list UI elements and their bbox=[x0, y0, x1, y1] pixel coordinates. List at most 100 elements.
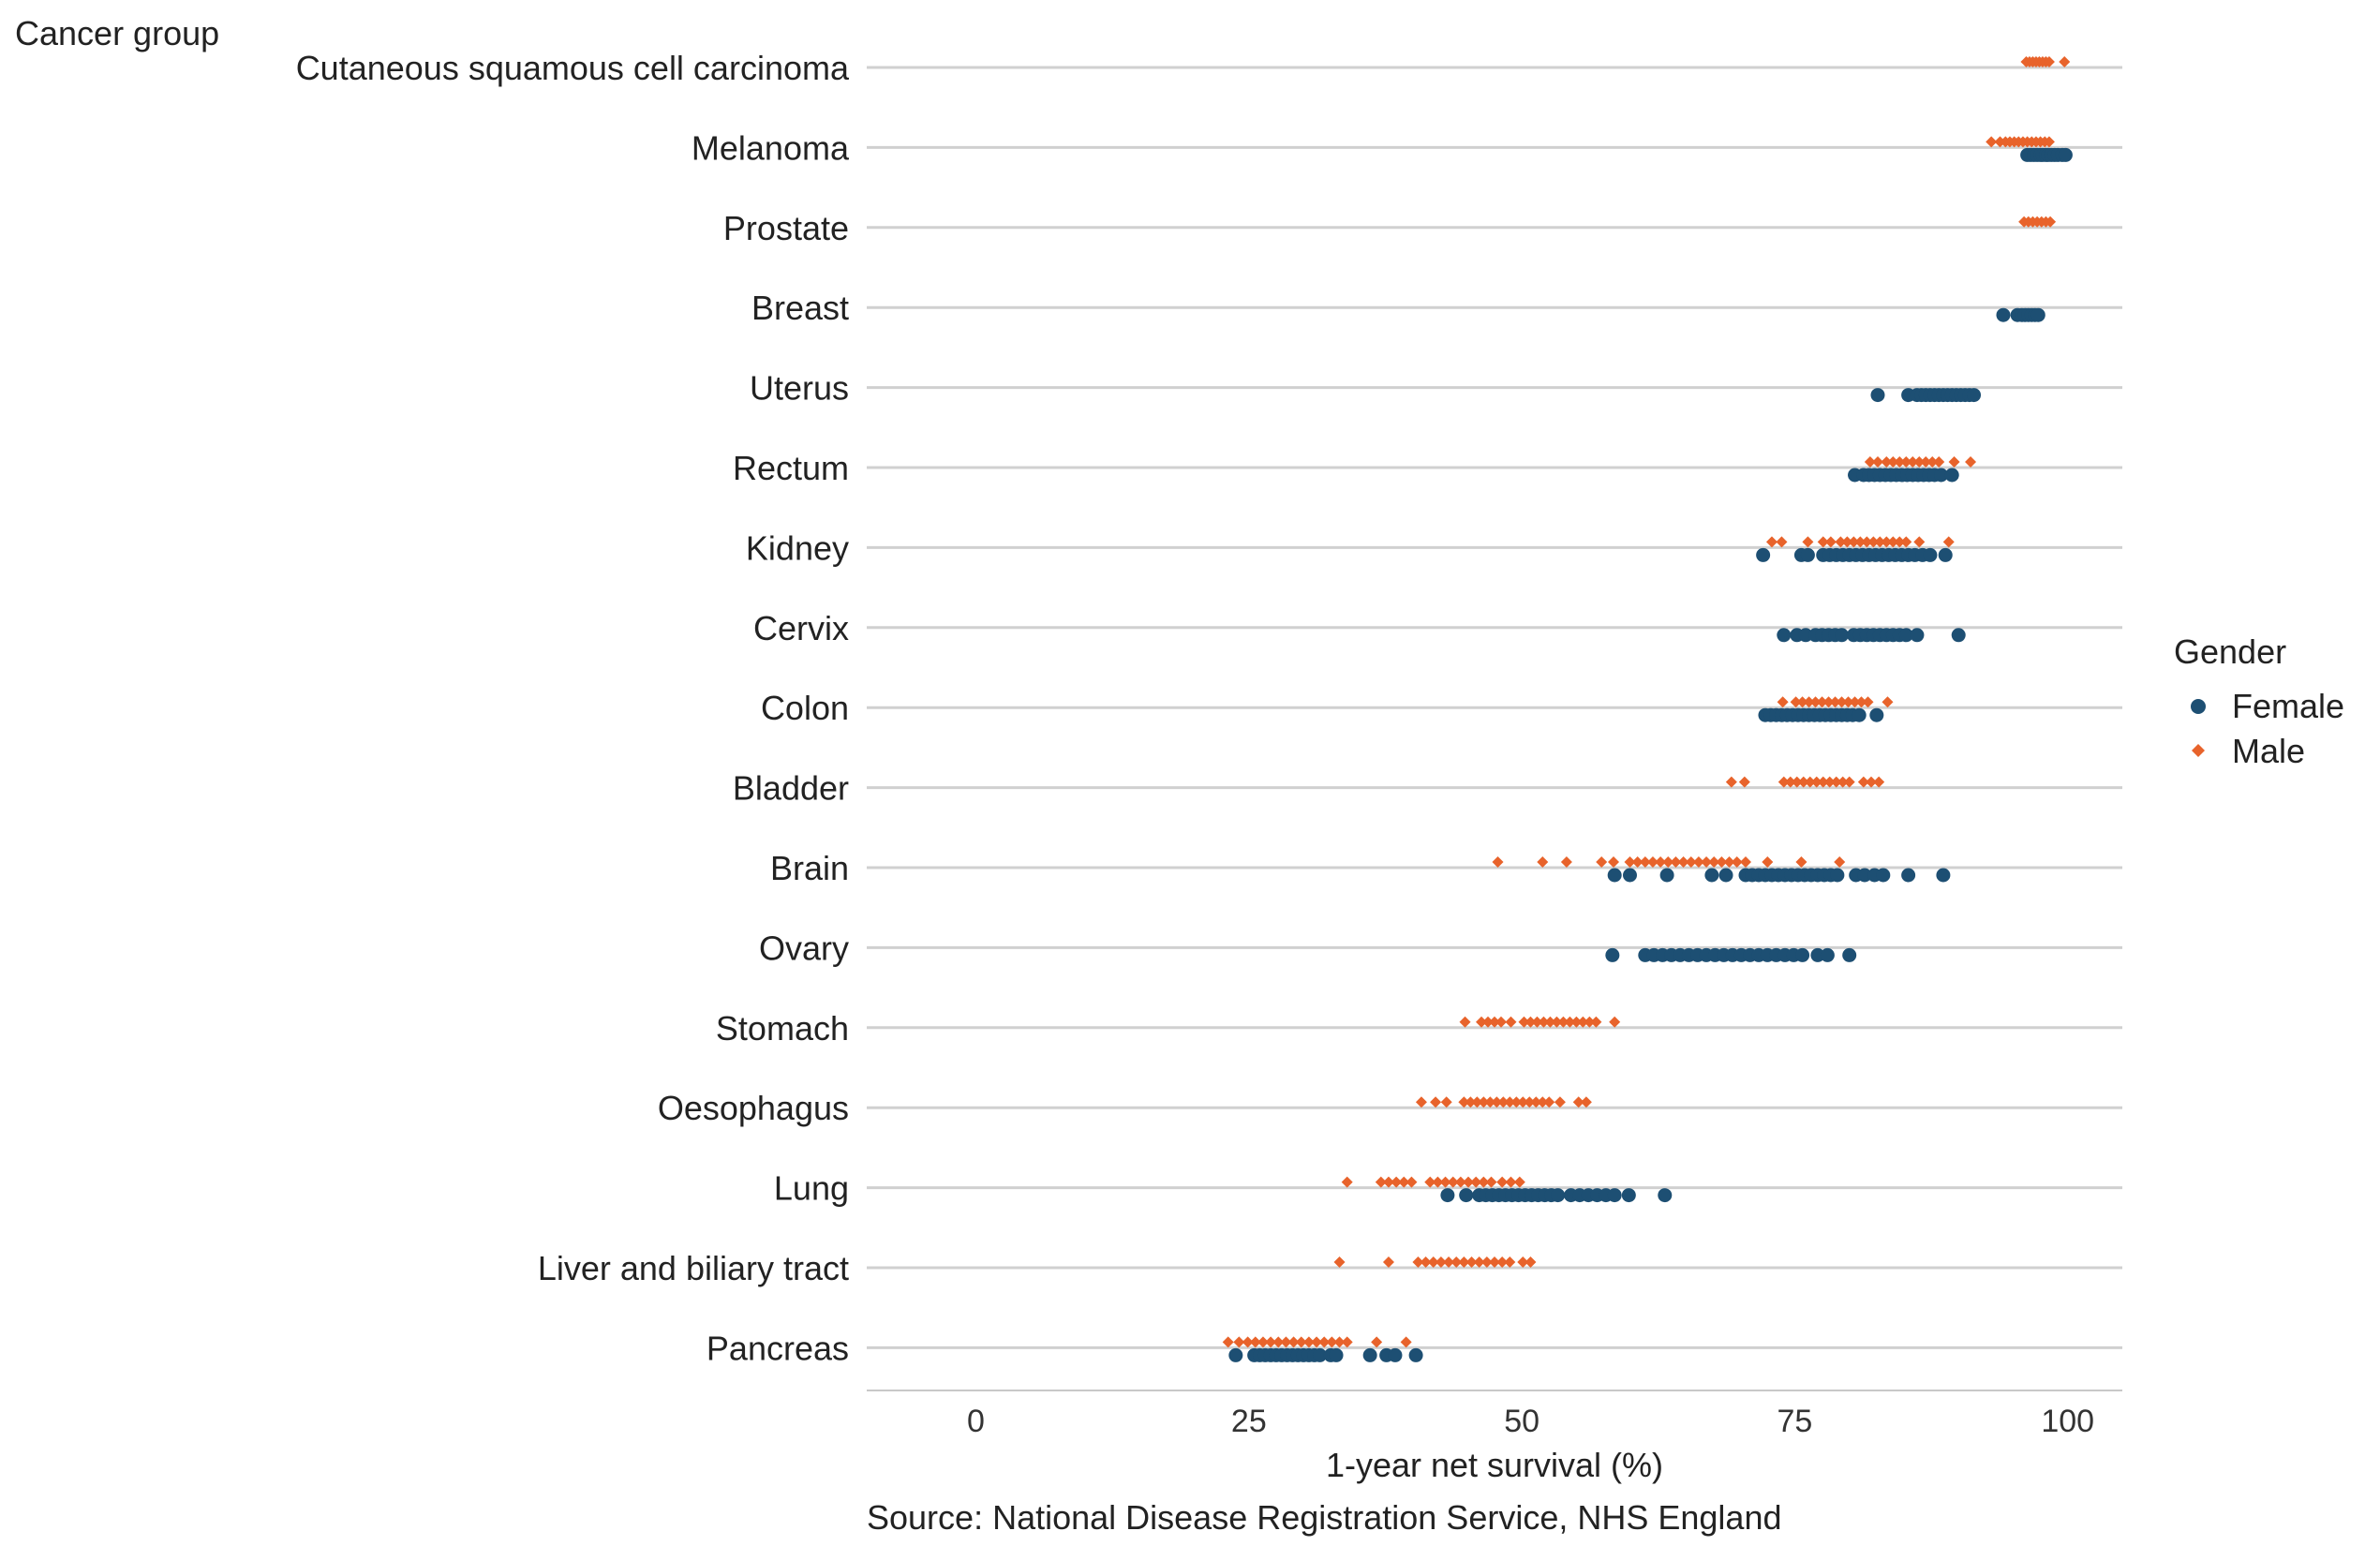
y-axis-title: Cancer group bbox=[15, 14, 219, 52]
point-male-liver-and-biliary-tract-11 bbox=[1480, 1256, 1493, 1268]
point-female-ovary-21 bbox=[1820, 947, 1835, 962]
point-male-kidney-2 bbox=[1802, 536, 1814, 548]
point-male-bladder-8 bbox=[1817, 776, 1829, 788]
point-male-pancreas-14 bbox=[1333, 1336, 1346, 1348]
point-male-kidney-4 bbox=[1824, 536, 1837, 548]
point-male-colon-1 bbox=[1790, 696, 1802, 708]
point-male-colon-10 bbox=[1849, 696, 1861, 708]
point-male-pancreas-12 bbox=[1318, 1336, 1331, 1348]
category-labels: Cutaneous squamous cell carcinoma Melanom… bbox=[296, 49, 850, 1367]
point-male-cutaneous-squamous-cell-carcinoma-7 bbox=[2043, 56, 2055, 67]
point-male-kidney-12 bbox=[1881, 536, 1893, 548]
point-female-ovary-19 bbox=[1795, 947, 1810, 962]
category-label-oesophagus: Oesophagus bbox=[658, 1089, 849, 1127]
point-female-ovary-22 bbox=[1842, 947, 1857, 962]
point-male-oesophagus-5 bbox=[1471, 1096, 1483, 1108]
point-male-liver-and-biliary-tract-14 bbox=[1504, 1256, 1516, 1268]
point-female-cervix-18 bbox=[1951, 628, 1966, 643]
point-male-bladder-7 bbox=[1810, 776, 1822, 788]
point-male-colon-4 bbox=[1809, 696, 1822, 708]
point-male-lung-15 bbox=[1496, 1176, 1509, 1188]
point-male-rectum-2 bbox=[1881, 456, 1893, 468]
point-male-brain-17 bbox=[1716, 856, 1728, 868]
point-male-pancreas-10 bbox=[1302, 1336, 1315, 1348]
point-female-cervix-0 bbox=[1777, 628, 1792, 643]
point-male-lung-8 bbox=[1439, 1176, 1451, 1188]
point-male-stomach-1 bbox=[1476, 1016, 1488, 1028]
point-male-brain-0 bbox=[1492, 856, 1504, 868]
point-male-stomach-14 bbox=[1570, 1016, 1583, 1028]
point-male-liver-and-biliary-tract-6 bbox=[1443, 1256, 1455, 1268]
point-male-stomach-13 bbox=[1564, 1016, 1576, 1028]
point-female-pancreas-18 bbox=[1388, 1347, 1403, 1362]
point-male-pancreas-15 bbox=[1341, 1336, 1353, 1348]
point-male-oesophagus-18 bbox=[1572, 1096, 1584, 1108]
category-label-melanoma: Melanoma bbox=[692, 128, 850, 167]
point-male-bladder-0 bbox=[1725, 776, 1737, 788]
point-male-rectum-7 bbox=[1913, 456, 1926, 468]
point-male-pancreas-16 bbox=[1371, 1336, 1383, 1348]
x-axis-title: 1-year net survival (%) bbox=[1326, 1446, 1663, 1484]
point-male-brain-10 bbox=[1662, 856, 1674, 868]
point-male-colon-0 bbox=[1777, 696, 1789, 708]
point-female-brain-3 bbox=[1704, 868, 1719, 883]
point-male-lung-11 bbox=[1463, 1176, 1475, 1188]
point-male-liver-and-biliary-tract-8 bbox=[1458, 1256, 1470, 1268]
category-label-bladder: Bladder bbox=[733, 769, 849, 808]
point-female-pancreas-19 bbox=[1408, 1347, 1423, 1362]
point-male-oesophagus-7 bbox=[1484, 1096, 1496, 1108]
point-female-pancreas-15 bbox=[1329, 1347, 1344, 1362]
legend-marker-female bbox=[2191, 699, 2206, 714]
point-male-bladder-2 bbox=[1778, 776, 1790, 788]
point-male-bladder-1 bbox=[1738, 776, 1750, 788]
point-male-pancreas-9 bbox=[1295, 1336, 1307, 1348]
point-male-colon-13 bbox=[1882, 696, 1894, 708]
point-male-pancreas-3 bbox=[1249, 1336, 1261, 1348]
point-male-oesophagus-12 bbox=[1517, 1096, 1529, 1108]
point-male-colon-11 bbox=[1855, 696, 1867, 708]
point-male-stomach-8 bbox=[1531, 1016, 1543, 1028]
point-male-oesophagus-10 bbox=[1504, 1096, 1516, 1108]
point-male-rectum-0 bbox=[1864, 456, 1876, 468]
point-male-pancreas-4 bbox=[1257, 1336, 1269, 1348]
point-male-lung-9 bbox=[1447, 1176, 1459, 1188]
point-male-brain-2 bbox=[1560, 856, 1572, 868]
legend-label-male: Male bbox=[2232, 732, 2305, 770]
point-male-oesophagus-14 bbox=[1530, 1096, 1542, 1108]
point-male-pancreas-17 bbox=[1400, 1336, 1412, 1348]
point-male-oesophagus-19 bbox=[1580, 1096, 1592, 1108]
legend-title: Gender bbox=[2174, 632, 2286, 671]
point-male-kidney-15 bbox=[1900, 536, 1912, 548]
point-female-cervix-16 bbox=[1898, 628, 1913, 643]
point-male-melanoma-12 bbox=[2043, 136, 2055, 148]
point-male-colon-5 bbox=[1816, 696, 1828, 708]
source-caption: Source: National Disease Registration Se… bbox=[867, 1498, 1781, 1537]
point-female-lung-21 bbox=[1621, 1188, 1636, 1203]
point-female-lung-20 bbox=[1607, 1188, 1622, 1203]
category-label-liver-and-biliary-tract: Liver and biliary tract bbox=[538, 1249, 849, 1287]
point-male-kidney-8 bbox=[1854, 536, 1867, 548]
point-male-melanoma-0 bbox=[1986, 136, 1998, 148]
point-male-brain-13 bbox=[1685, 856, 1697, 868]
point-male-brain-14 bbox=[1692, 856, 1704, 868]
point-male-bladder-12 bbox=[1843, 776, 1855, 788]
point-female-ovary-20 bbox=[1810, 947, 1825, 962]
point-male-liver-and-biliary-tract-5 bbox=[1435, 1256, 1447, 1268]
x-tick-label-0: 0 bbox=[967, 1404, 985, 1439]
point-male-lung-5 bbox=[1406, 1176, 1418, 1188]
point-male-brain-19 bbox=[1731, 856, 1743, 868]
point-female-colon-17 bbox=[1852, 707, 1867, 722]
point-male-rectum-1 bbox=[1871, 456, 1883, 468]
point-male-kidney-5 bbox=[1835, 536, 1847, 548]
point-female-brain-19 bbox=[1830, 868, 1845, 883]
point-female-brain-23 bbox=[1876, 868, 1891, 883]
point-male-colon-6 bbox=[1822, 696, 1835, 708]
point-female-kidney-19 bbox=[1923, 547, 1938, 562]
point-female-cervix-17 bbox=[1910, 628, 1925, 643]
point-female-lung-1 bbox=[1459, 1188, 1474, 1203]
point-male-brain-8 bbox=[1646, 856, 1659, 868]
point-female-cervix-7 bbox=[1835, 628, 1850, 643]
point-male-pancreas-5 bbox=[1265, 1336, 1277, 1348]
category-label-lung: Lung bbox=[774, 1169, 849, 1208]
point-female-pancreas-13 bbox=[1313, 1347, 1328, 1362]
